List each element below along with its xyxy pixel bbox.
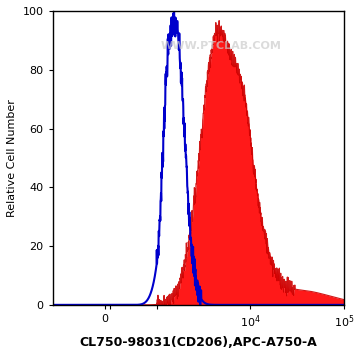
Y-axis label: Relative Cell Number: Relative Cell Number (7, 99, 17, 217)
X-axis label: CL750-98031(CD206),APC-A750-A: CL750-98031(CD206),APC-A750-A (79, 336, 317, 349)
Text: WWW.PTCLAB.COM: WWW.PTCLAB.COM (161, 41, 282, 51)
